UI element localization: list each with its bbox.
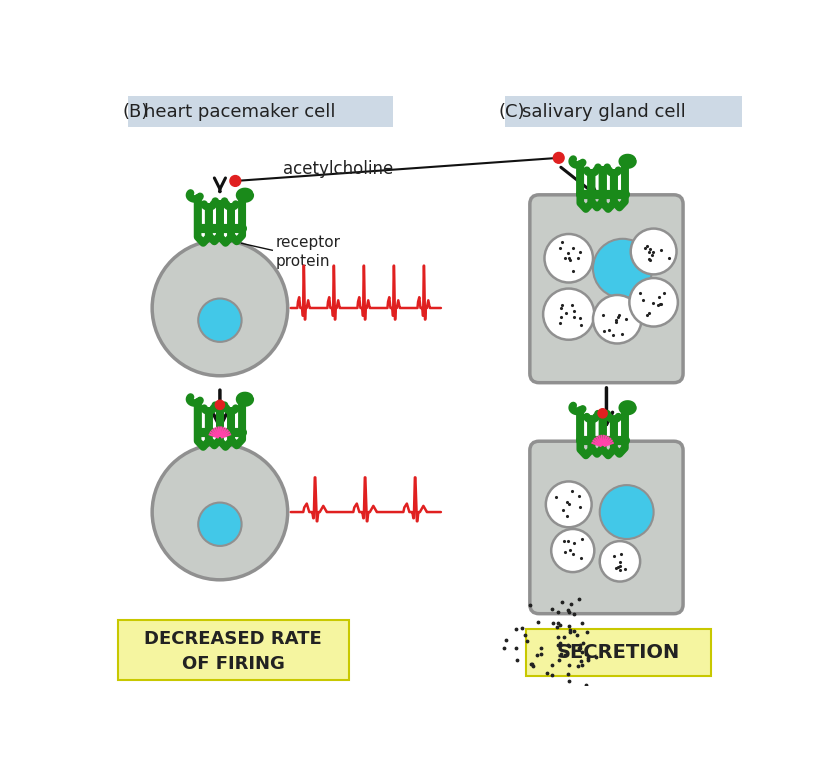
Text: salivary gland cell: salivary gland cell bbox=[522, 103, 686, 122]
FancyBboxPatch shape bbox=[525, 629, 711, 676]
Circle shape bbox=[553, 152, 564, 163]
Circle shape bbox=[631, 229, 676, 274]
Circle shape bbox=[598, 409, 607, 418]
Circle shape bbox=[593, 239, 652, 298]
Circle shape bbox=[152, 444, 288, 580]
FancyBboxPatch shape bbox=[504, 96, 742, 127]
Text: (C): (C) bbox=[499, 103, 525, 122]
Circle shape bbox=[199, 299, 242, 342]
Circle shape bbox=[152, 240, 288, 376]
FancyBboxPatch shape bbox=[530, 441, 683, 614]
Circle shape bbox=[629, 278, 678, 326]
Circle shape bbox=[543, 289, 594, 340]
Circle shape bbox=[230, 176, 241, 186]
Circle shape bbox=[546, 481, 592, 527]
Circle shape bbox=[199, 503, 242, 546]
Circle shape bbox=[593, 295, 642, 343]
Circle shape bbox=[600, 541, 640, 581]
FancyBboxPatch shape bbox=[127, 96, 393, 127]
Circle shape bbox=[215, 400, 224, 410]
Text: SECRETION: SECRETION bbox=[557, 643, 680, 661]
Text: (B): (B) bbox=[123, 103, 149, 122]
Circle shape bbox=[600, 485, 654, 539]
Text: receptor
protein: receptor protein bbox=[275, 235, 341, 269]
Circle shape bbox=[551, 529, 594, 572]
FancyBboxPatch shape bbox=[117, 620, 349, 680]
FancyBboxPatch shape bbox=[530, 195, 683, 383]
Text: heart pacemaker cell: heart pacemaker cell bbox=[145, 103, 336, 122]
Text: DECREASED RATE
OF FIRING: DECREASED RATE OF FIRING bbox=[144, 630, 322, 673]
Text: acetylcholine: acetylcholine bbox=[283, 160, 394, 179]
Circle shape bbox=[544, 234, 593, 283]
